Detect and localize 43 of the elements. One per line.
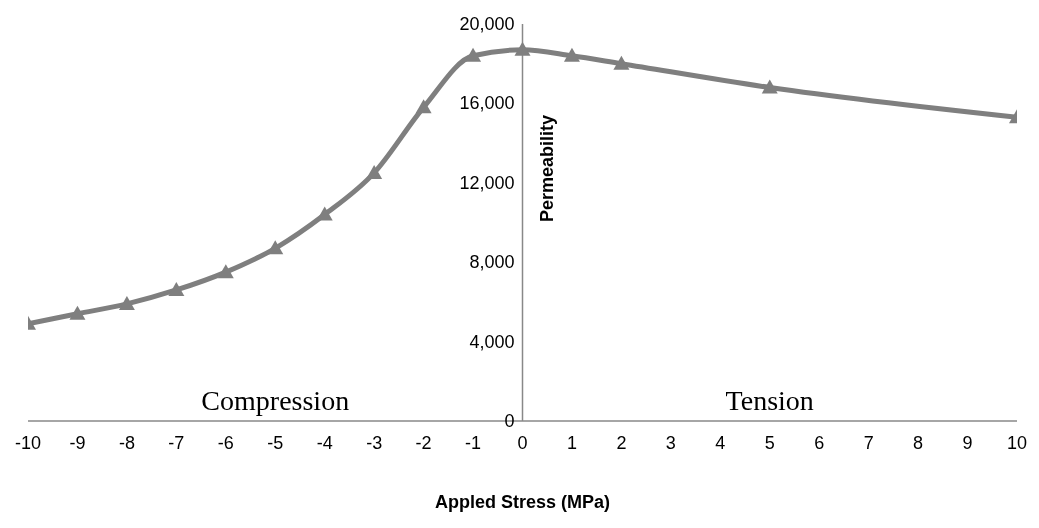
point bbox=[69, 305, 86, 320]
y-axis-title: Permeability bbox=[536, 114, 558, 222]
x-tick-label: -8 bbox=[118, 433, 135, 453]
x-tick-label: 8 bbox=[913, 433, 924, 453]
y-tick-label: 16,000 bbox=[459, 92, 515, 114]
x-tick-label: -9 bbox=[69, 433, 86, 453]
x-tick-label: 1 bbox=[566, 433, 577, 453]
point bbox=[217, 264, 234, 279]
x-tick-label: 3 bbox=[665, 433, 676, 453]
x-tick-label: 0 bbox=[517, 433, 528, 453]
point bbox=[267, 240, 284, 255]
point bbox=[613, 55, 630, 70]
y-tick-label: 8,000 bbox=[469, 251, 515, 273]
point bbox=[168, 281, 185, 296]
x-tick-label: 10 bbox=[1006, 433, 1028, 453]
point bbox=[465, 47, 482, 62]
y-tick-label: 4,000 bbox=[469, 331, 515, 353]
point bbox=[415, 99, 432, 114]
x-tick-label: 7 bbox=[863, 433, 874, 453]
point bbox=[366, 164, 383, 179]
y-tick-label: 0 bbox=[504, 410, 515, 432]
x-tick-label: -6 bbox=[217, 433, 234, 453]
x-tick-label: 2 bbox=[616, 433, 627, 453]
x-tick-label: -5 bbox=[267, 433, 284, 453]
point bbox=[514, 41, 531, 56]
x-tick-label: -3 bbox=[366, 433, 383, 453]
x-axis-title: Appled Stress (MPa) bbox=[433, 492, 611, 513]
x-tick-label: 5 bbox=[764, 433, 775, 453]
x-tick-label: -1 bbox=[465, 433, 482, 453]
x-tick-label: 6 bbox=[814, 433, 825, 453]
x-tick-label: 4 bbox=[715, 433, 726, 453]
x-tick-label: -4 bbox=[316, 433, 333, 453]
y-tick-label: 12,000 bbox=[459, 172, 515, 194]
point bbox=[563, 47, 580, 62]
point bbox=[761, 79, 778, 94]
annotation: Tension bbox=[725, 385, 814, 417]
x-tick-label: -10 bbox=[14, 433, 42, 453]
annotation: Compression bbox=[201, 385, 350, 417]
x-tick-label: -7 bbox=[168, 433, 185, 453]
x-tick-label: 9 bbox=[962, 433, 973, 453]
point bbox=[118, 295, 135, 310]
x-tick-label: -2 bbox=[415, 433, 432, 453]
y-tick-label: 20,000 bbox=[459, 13, 515, 35]
